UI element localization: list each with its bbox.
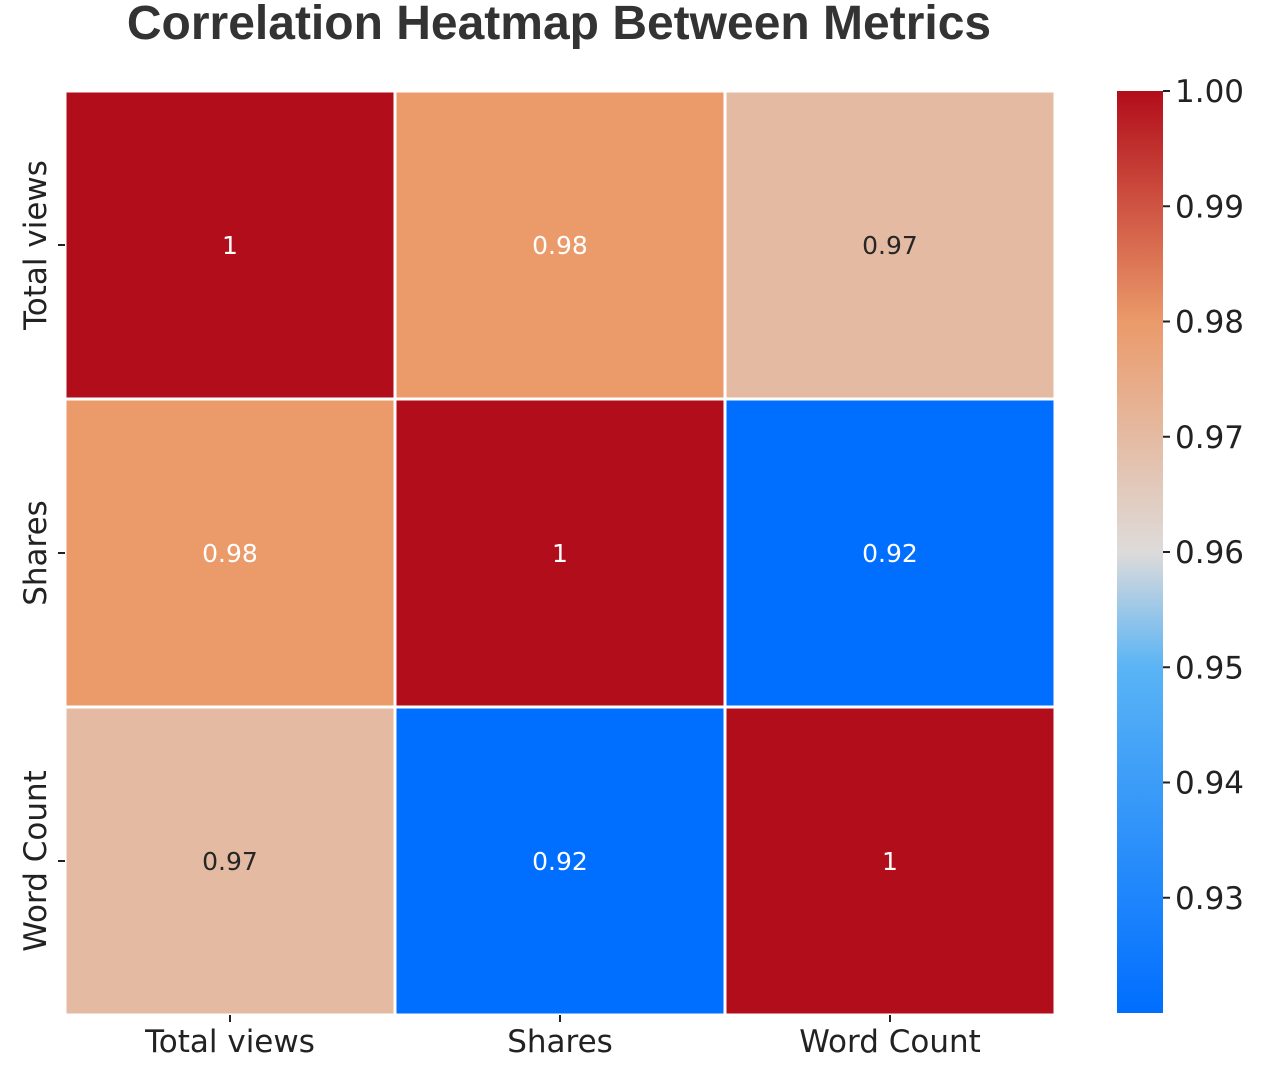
cell-value-label: 0.92 bbox=[862, 539, 918, 568]
cell-value-label: 0.98 bbox=[532, 231, 588, 260]
cell-value-label: 1 bbox=[552, 539, 568, 568]
colorbar-tick-label: 0.94 bbox=[1175, 766, 1244, 802]
colorbar-tick-label: 0.96 bbox=[1175, 535, 1244, 571]
y-tick-label: Total views bbox=[18, 160, 54, 331]
heatmap-cell bbox=[723, 705, 1057, 1017]
heatmap-cell bbox=[393, 705, 727, 1017]
cell-value-label: 1 bbox=[882, 847, 898, 876]
heatmap-cell bbox=[63, 705, 397, 1017]
y-tick-label: Shares bbox=[18, 500, 54, 606]
heatmap-cells: 1 0.98 0.97 0.98 1 0.92 0.97 0.92 1 bbox=[63, 89, 1057, 1017]
cell-value-label: 0.98 bbox=[202, 539, 258, 568]
colorbar-tick-label: 1.00 bbox=[1175, 74, 1244, 110]
x-tick-label: Word Count bbox=[799, 1024, 981, 1060]
heatmap-cell bbox=[723, 89, 1057, 401]
heatmap-cell bbox=[63, 397, 397, 709]
x-axis: Total views Shares Word Count bbox=[144, 1015, 981, 1060]
heatmap-cell bbox=[393, 89, 727, 401]
colorbar-tick-label: 0.99 bbox=[1175, 189, 1244, 225]
cell-value-label: 0.97 bbox=[202, 847, 258, 876]
colorbar-tick-label: 0.95 bbox=[1175, 650, 1244, 686]
x-tick-label: Total views bbox=[144, 1024, 315, 1060]
colorbar-tick-label: 0.97 bbox=[1175, 420, 1244, 456]
colorbar-gradient bbox=[1117, 91, 1163, 1013]
y-axis: Total views Shares Word Count bbox=[18, 160, 65, 952]
colorbar-tick-label: 0.98 bbox=[1175, 305, 1244, 341]
cell-value-label: 0.97 bbox=[862, 231, 918, 260]
colorbar-tick-label: 0.93 bbox=[1175, 881, 1244, 917]
x-tick-label: Shares bbox=[507, 1024, 613, 1060]
y-tick-label: Word Count bbox=[18, 770, 54, 952]
cell-value-label: 0.92 bbox=[532, 847, 588, 876]
cell-value-label: 1 bbox=[222, 231, 238, 260]
heatmap-cell bbox=[63, 89, 397, 401]
chart-title: Correlation Heatmap Between Metrics bbox=[126, 0, 992, 50]
colorbar: 1.00 0.99 0.98 0.97 0.96 0.95 0.94 0.93 bbox=[1117, 74, 1244, 1013]
